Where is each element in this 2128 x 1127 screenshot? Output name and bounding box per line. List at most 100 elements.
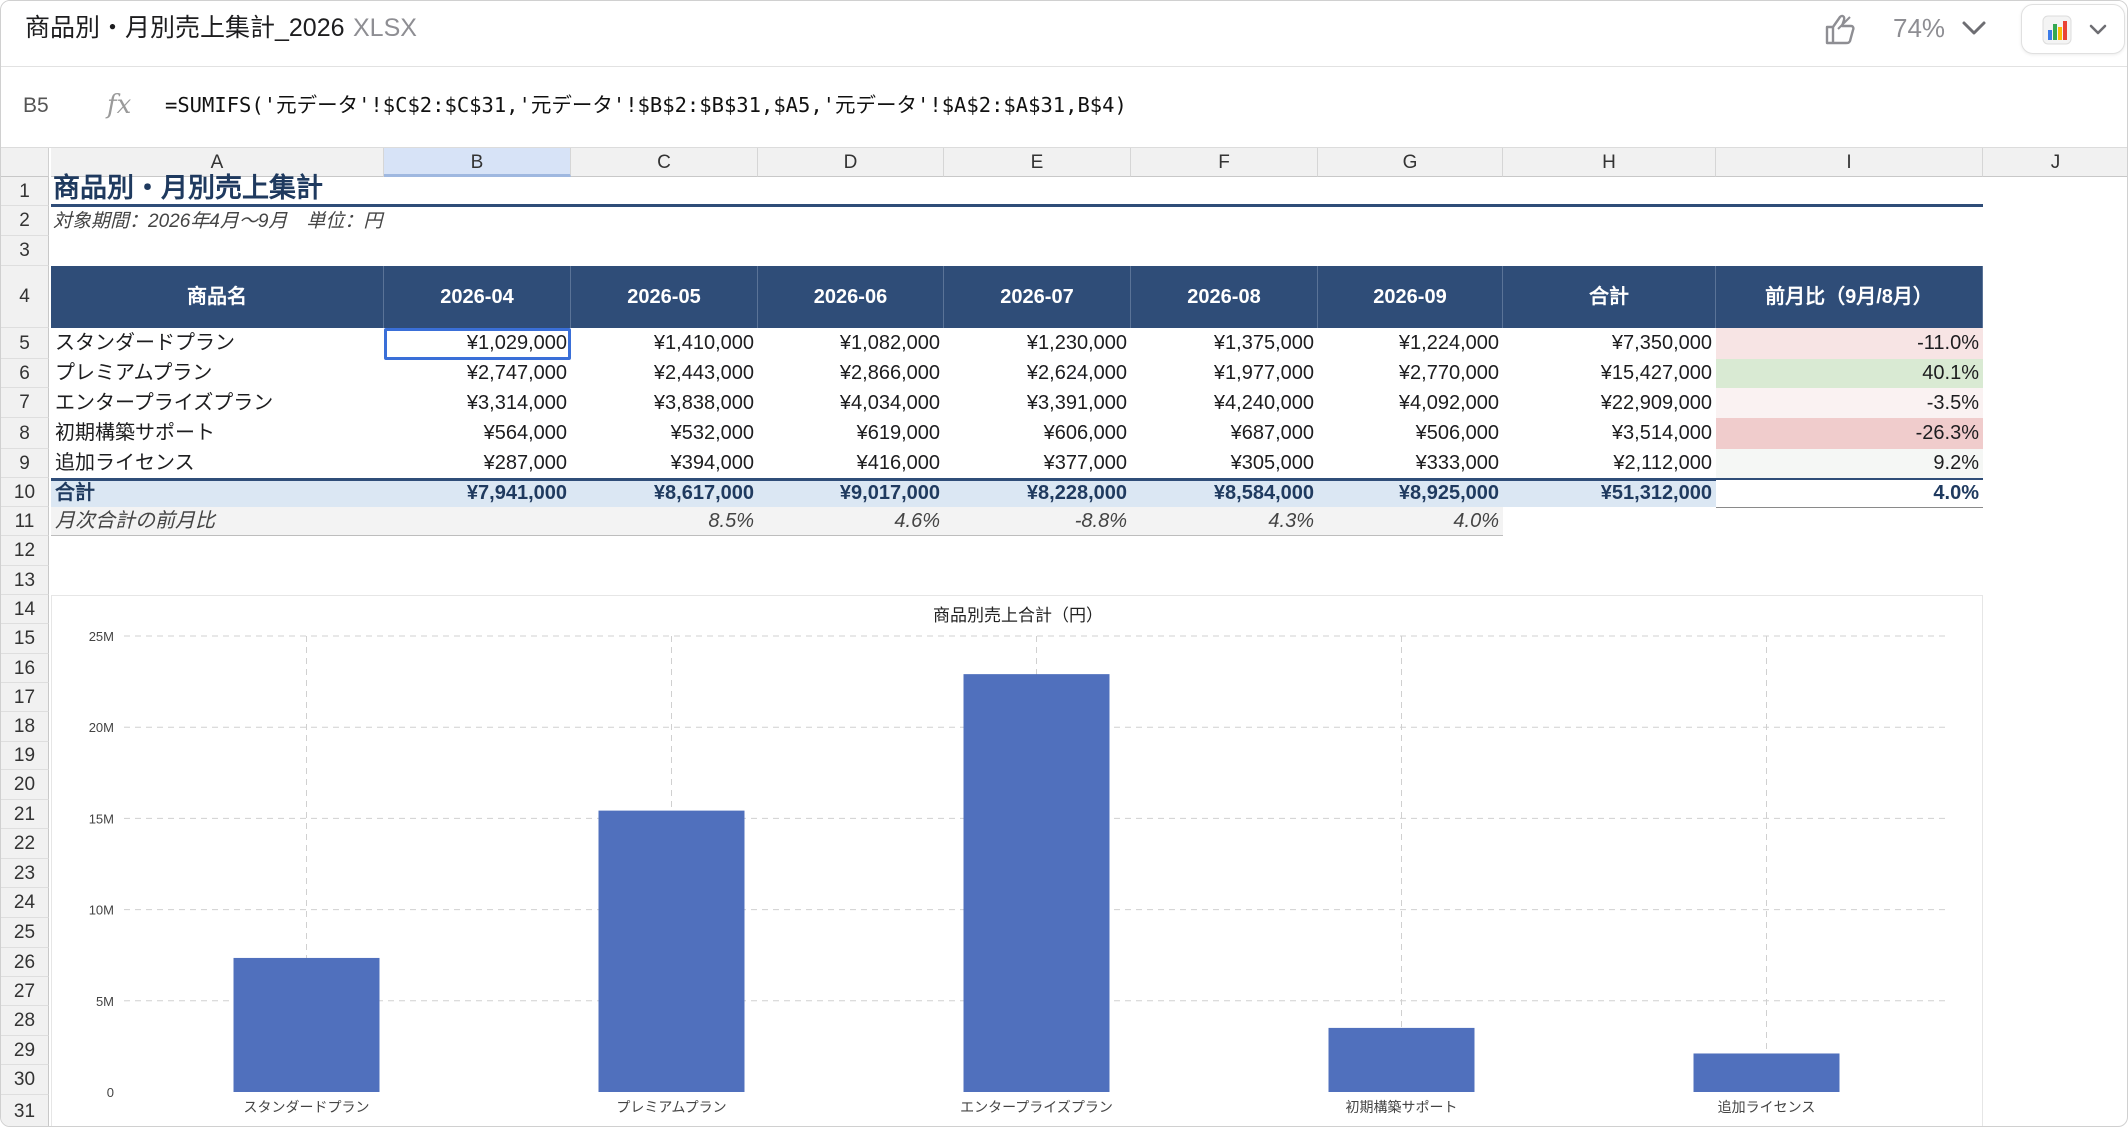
row-header-16[interactable]: 16 [1, 654, 49, 683]
monthly-total-cell[interactable]: ¥8,584,000 [1213, 482, 1314, 504]
row-header-1[interactable]: 1 [1, 177, 49, 206]
column-header-f[interactable]: F [1131, 148, 1318, 177]
column-header-a[interactable]: A [51, 148, 384, 177]
monthly-sales-cell[interactable]: ¥305,000 [1230, 452, 1314, 474]
formula-input[interactable]: =SUMIFS('元データ'!$C$2:$C$31,'元データ'!$B$2:$B… [165, 93, 1127, 117]
column-header-d[interactable]: D [758, 148, 944, 177]
chart-menu-button[interactable] [2021, 4, 2125, 54]
column-header-g[interactable]: G [1318, 148, 1503, 177]
total-label-cell[interactable]: 合計 [55, 482, 95, 504]
column-header-b[interactable]: B [384, 148, 571, 177]
monthly-sales-cell[interactable]: ¥3,391,000 [1026, 392, 1127, 414]
zoom-level[interactable]: 74% [1893, 13, 1946, 43]
thumbs-icon[interactable] [1821, 9, 1861, 49]
monthly-total-cell[interactable]: ¥8,228,000 [1026, 482, 1127, 504]
row-header-30[interactable]: 30 [1, 1065, 49, 1095]
table-header-cell[interactable]: 2026-09 [1318, 266, 1503, 328]
monthly-sales-cell[interactable]: ¥619,000 [856, 422, 940, 444]
mom-change-cell[interactable]: 9.2% [1716, 449, 1983, 478]
monthly-sales-cell[interactable]: ¥2,624,000 [1026, 362, 1127, 384]
monthly-sales-cell[interactable]: ¥1,082,000 [839, 332, 940, 354]
monthly-total-cell[interactable]: ¥9,017,000 [839, 482, 940, 504]
product-name-cell[interactable]: プレミアムプラン [55, 362, 213, 384]
table-header-cell[interactable]: 合計 [1503, 266, 1716, 328]
monthly-sales-cell[interactable]: ¥606,000 [1043, 422, 1127, 444]
table-header-cell[interactable]: 2026-08 [1131, 266, 1318, 328]
selected-cell-b5[interactable] [384, 328, 571, 360]
monthly-sales-cell[interactable]: ¥3,838,000 [653, 392, 754, 414]
product-name-cell[interactable]: スタンダードプラン [55, 332, 235, 354]
mom-value-cell[interactable]: 4.6% [894, 510, 940, 532]
row-header-26[interactable]: 26 [1, 948, 49, 977]
row-header-3[interactable]: 3 [1, 236, 49, 266]
mom-change-cell[interactable]: -11.0% [1716, 328, 1983, 359]
row-header-13[interactable]: 13 [1, 566, 49, 595]
product-total-cell[interactable]: ¥7,350,000 [1611, 332, 1712, 354]
row-header-19[interactable]: 19 [1, 742, 49, 770]
mom-change-cell[interactable]: -3.5% [1716, 388, 1983, 418]
row-header-21[interactable]: 21 [1, 800, 49, 829]
column-header-h[interactable]: H [1503, 148, 1716, 177]
product-total-cell[interactable]: ¥15,427,000 [1600, 362, 1712, 384]
sheet-subtitle[interactable]: 対象期間：2026年4月〜9月 単位：円 [53, 211, 383, 232]
column-header-i[interactable]: I [1716, 148, 1983, 177]
total-mom-cell[interactable]: 4.0% [1716, 480, 1983, 507]
product-name-cell[interactable]: 初期構築サポート [55, 422, 215, 444]
monthly-sales-cell[interactable]: ¥287,000 [483, 452, 567, 474]
mom-change-cell[interactable]: -26.3% [1716, 418, 1983, 449]
monthly-sales-cell[interactable]: ¥506,000 [1415, 422, 1499, 444]
row-header-17[interactable]: 17 [1, 683, 49, 712]
monthly-sales-cell[interactable]: ¥377,000 [1043, 452, 1127, 474]
row-header-4[interactable]: 4 [1, 266, 49, 328]
monthly-sales-cell[interactable]: ¥1,410,000 [653, 332, 754, 354]
monthly-sales-cell[interactable]: ¥4,092,000 [1398, 392, 1499, 414]
table-header-cell[interactable]: 前月比（9月/8月） [1716, 266, 1983, 328]
row-header-18[interactable]: 18 [1, 712, 49, 742]
monthly-sales-cell[interactable]: ¥532,000 [670, 422, 754, 444]
row-header-20[interactable]: 20 [1, 770, 49, 800]
table-header-cell[interactable]: 2026-06 [758, 266, 944, 328]
mom-value-cell[interactable]: 4.0% [1453, 510, 1499, 532]
table-header-cell[interactable]: 2026-07 [944, 266, 1131, 328]
mom-change-cell[interactable]: 40.1% [1716, 359, 1983, 388]
monthly-sales-cell[interactable]: ¥1,029,000 [466, 332, 567, 354]
select-all-corner[interactable] [1, 148, 49, 177]
grand-total-cell[interactable]: ¥51,312,000 [1600, 482, 1712, 504]
monthly-sales-cell[interactable]: ¥416,000 [856, 452, 940, 474]
row-header-9[interactable]: 9 [1, 449, 49, 478]
bar-chart[interactable]: 商品別売上合計（円） 0 5M 10M 15M 20M 25M スタンダードプラン プレミアムプ… [51, 595, 1983, 1126]
monthly-sales-cell[interactable]: ¥2,443,000 [653, 362, 754, 384]
row-header-28[interactable]: 28 [1, 1006, 49, 1036]
row-header-22[interactable]: 22 [1, 829, 49, 859]
monthly-sales-cell[interactable]: ¥1,375,000 [1213, 332, 1314, 354]
monthly-sales-cell[interactable]: ¥394,000 [670, 452, 754, 474]
monthly-sales-cell[interactable]: ¥2,866,000 [839, 362, 940, 384]
row-header-12[interactable]: 12 [1, 536, 49, 566]
row-header-6[interactable]: 6 [1, 359, 49, 388]
row-header-11[interactable]: 11 [1, 507, 49, 536]
monthly-sales-cell[interactable]: ¥333,000 [1415, 452, 1499, 474]
monthly-sales-cell[interactable]: ¥2,770,000 [1398, 362, 1499, 384]
row-header-14[interactable]: 14 [1, 595, 49, 624]
monthly-sales-cell[interactable]: ¥1,977,000 [1213, 362, 1314, 384]
table-header-cell[interactable]: 2026-05 [571, 266, 758, 328]
column-header-e[interactable]: E [944, 148, 1131, 177]
monthly-total-cell[interactable]: ¥7,941,000 [466, 482, 567, 504]
row-header-23[interactable]: 23 [1, 859, 49, 888]
mom-value-cell[interactable]: 4.3% [1268, 510, 1314, 532]
monthly-sales-cell[interactable]: ¥1,224,000 [1398, 332, 1499, 354]
monthly-total-cell[interactable]: ¥8,617,000 [653, 482, 754, 504]
cell-reference[interactable]: B5 [23, 94, 49, 117]
chevron-down-icon[interactable] [1961, 17, 1987, 39]
monthly-sales-cell[interactable]: ¥3,314,000 [466, 392, 567, 414]
row-header-10[interactable]: 10 [1, 478, 49, 507]
product-total-cell[interactable]: ¥22,909,000 [1600, 392, 1712, 414]
mom-value-cell[interactable]: 8.5% [708, 510, 754, 532]
row-header-8[interactable]: 8 [1, 418, 49, 449]
monthly-sales-cell[interactable]: ¥2,747,000 [466, 362, 567, 384]
monthly-sales-cell[interactable]: ¥564,000 [483, 422, 567, 444]
monthly-sales-cell[interactable]: ¥687,000 [1230, 422, 1314, 444]
row-header-29[interactable]: 29 [1, 1036, 49, 1065]
mom-label-cell[interactable]: 月次合計の前月比 [55, 510, 215, 532]
mom-value-cell[interactable]: -8.8% [1074, 510, 1127, 532]
